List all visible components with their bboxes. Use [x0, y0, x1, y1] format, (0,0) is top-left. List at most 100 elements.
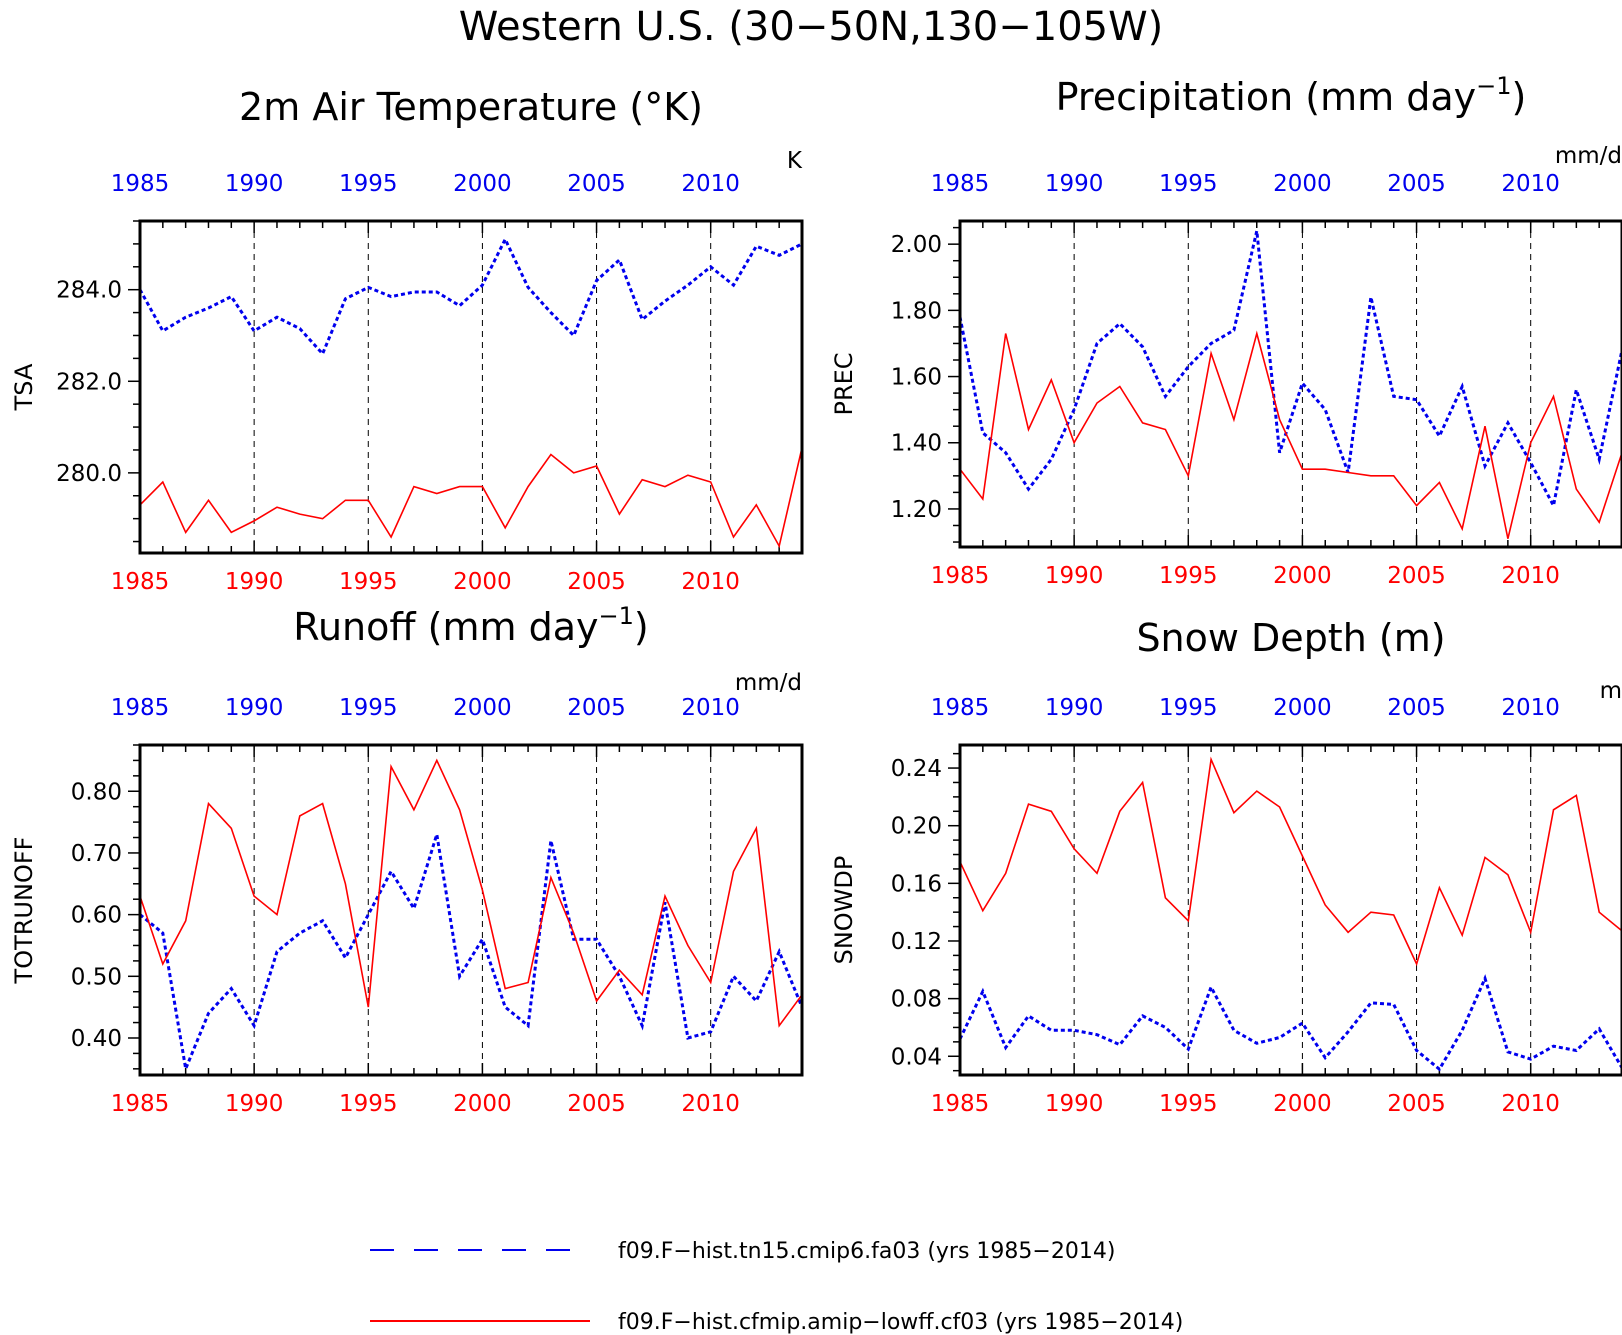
x-tick-label-bottom: 1990: [225, 1091, 284, 1117]
series-line-red: [959, 756, 1622, 967]
x-tick-label-bottom: 2000: [1273, 563, 1332, 589]
plot-frame: [138, 743, 804, 1077]
y-tick-label: 1.80: [891, 298, 942, 324]
x-tick-label-top: 2000: [453, 695, 512, 721]
y-tick-label: 1.20: [891, 497, 942, 523]
x-tick-label-bottom: 2000: [453, 569, 512, 595]
x-tick-label-bottom: 1990: [1045, 563, 1104, 589]
y-tick-label: 0.20: [891, 814, 942, 840]
x-tick-label-top: 1985: [111, 695, 170, 721]
x-tick-label-bottom: 1990: [1045, 1091, 1104, 1117]
x-tick-label-top: 1990: [1045, 695, 1104, 721]
panel-title-superscript: −1: [599, 602, 634, 630]
y-axis-label: SNOWDP: [830, 856, 858, 965]
x-tick-label-bottom: 2005: [567, 569, 626, 595]
series-line-blue: [139, 833, 804, 1075]
panel-title: 2m Air Temperature (°K): [239, 85, 703, 129]
y-axis-label: TSA: [10, 363, 38, 411]
x-tick-label-top: 2005: [1387, 171, 1446, 197]
legend-label-red: f09.F−hist.cfmip.amip−lowff.cf03 (yrs 19…: [618, 1310, 1183, 1335]
y-tick-label: 0.70: [71, 841, 122, 867]
x-tick-label-top: 1985: [931, 695, 990, 721]
x-tick-label-top: 1990: [1045, 171, 1104, 197]
plot-frame: [958, 219, 1622, 549]
x-tick-label-top: 1995: [1159, 171, 1218, 197]
y-tick-label: 0.60: [71, 903, 122, 929]
x-tick-label-top: 1995: [1159, 695, 1218, 721]
x-tick-label-bottom: 2010: [681, 1091, 740, 1117]
panels: 2m Air Temperature (°K) K 1985 1985 1990 1990…: [10, 72, 1622, 1117]
x-tick-label-bottom: 1995: [339, 569, 398, 595]
x-tick-label-bottom: 2005: [1387, 563, 1446, 589]
panel-title-end: ): [634, 605, 649, 649]
x-tick-label-top: 2000: [1273, 171, 1332, 197]
y-tick-label: 280.0: [56, 461, 122, 487]
x-tick-label-top: 2000: [1273, 695, 1332, 721]
x-tick-label-bottom: 1985: [931, 1091, 990, 1117]
x-tick-label-bottom: 2005: [567, 1091, 626, 1117]
series-line-blue: [138, 235, 803, 357]
plot-frame: [138, 219, 804, 555]
x-tick-label-top: 2010: [681, 695, 740, 721]
x-tick-label-top: 2005: [1387, 695, 1446, 721]
legend: f09.F−hist.tn15.cmip6.fa03 (yrs 1985−201…: [370, 1239, 1183, 1335]
x-tick-label-top: 1995: [339, 695, 398, 721]
y-tick-label: 1.60: [891, 365, 942, 391]
units-label: K: [787, 148, 803, 174]
x-tick-label-bottom: 1990: [225, 569, 284, 595]
panel-title-superscript: −1: [1476, 72, 1511, 100]
x-tick-label-bottom: 1995: [339, 1091, 398, 1117]
x-tick-label-bottom: 1985: [111, 569, 170, 595]
x-tick-label-top: 2000: [453, 171, 512, 197]
x-tick-label-bottom: 1985: [931, 563, 990, 589]
y-tick-label: 0.08: [891, 987, 942, 1013]
series-line-red: [139, 758, 803, 1028]
y-tick-label: 0.24: [891, 756, 942, 782]
x-tick-label-top: 1990: [225, 171, 284, 197]
y-tick-label: 0.80: [71, 779, 122, 805]
x-tick-label-top: 2010: [681, 171, 740, 197]
series-line-red: [959, 330, 1622, 539]
x-tick-label-top: 2005: [567, 695, 626, 721]
x-tick-label-bottom: 1985: [111, 1091, 170, 1117]
chart-panel-4: Snow Depth (m) m 1985 1985 1990 1990 1995 1995 2…: [830, 616, 1622, 1117]
units-label: mm/d: [1555, 143, 1622, 169]
y-tick-label: 2.00: [891, 232, 942, 258]
legend-label-blue: f09.F−hist.tn15.cmip6.fa03 (yrs 1985−201…: [618, 1239, 1115, 1264]
x-tick-label-bottom: 2010: [1501, 563, 1560, 589]
x-tick-label-top: 1985: [931, 171, 990, 197]
x-tick-label-bottom: 2010: [1501, 1091, 1560, 1117]
chart-panel-1: 2m Air Temperature (°K) K 1985 1985 1990 1990…: [10, 85, 804, 595]
y-tick-label: 0.04: [891, 1044, 942, 1070]
x-tick-label-bottom: 1995: [1159, 1091, 1218, 1117]
y-tick-label: 0.12: [891, 929, 942, 955]
y-axis-label: PREC: [830, 352, 858, 415]
y-tick-label: 0.16: [891, 871, 942, 897]
x-tick-label-bottom: 2010: [681, 569, 740, 595]
units-label: m: [1600, 678, 1622, 704]
x-tick-label-top: 1995: [339, 171, 398, 197]
x-tick-label-top: 2005: [567, 171, 626, 197]
y-tick-label: 284.0: [56, 278, 122, 304]
series-line-blue: [958, 974, 1622, 1072]
x-tick-label-bottom: 2000: [453, 1091, 512, 1117]
y-axis-label: TOTRUNOFF: [10, 837, 38, 985]
x-tick-label-top: 2010: [1501, 171, 1560, 197]
x-tick-label-top: 2010: [1501, 695, 1560, 721]
x-tick-label-top: 1990: [225, 695, 284, 721]
x-tick-label-bottom: 1995: [1159, 563, 1218, 589]
panel-title: Runoff (mm day−1): [293, 602, 648, 649]
x-tick-label-bottom: 2005: [1387, 1091, 1446, 1117]
panel-title: Snow Depth (m): [1136, 616, 1445, 660]
series-line-red: [139, 447, 803, 549]
chart-panel-3: Runoff (mm day−1) mm/d 1985 1985 1990 1990 199…: [10, 602, 804, 1117]
y-tick-label: 282.0: [56, 369, 122, 395]
y-tick-label: 0.40: [71, 1026, 122, 1052]
figure-title: Western U.S. (30−50N,130−105W): [459, 4, 1164, 50]
units-label: mm/d: [735, 670, 802, 696]
plot-frame: [958, 743, 1622, 1077]
series-line-blue: [958, 230, 1622, 511]
chart-panel-2: Precipitation (mm day−1) mm/d 1985 1985 1990…: [830, 72, 1622, 589]
x-tick-label-bottom: 2000: [1273, 1091, 1332, 1117]
